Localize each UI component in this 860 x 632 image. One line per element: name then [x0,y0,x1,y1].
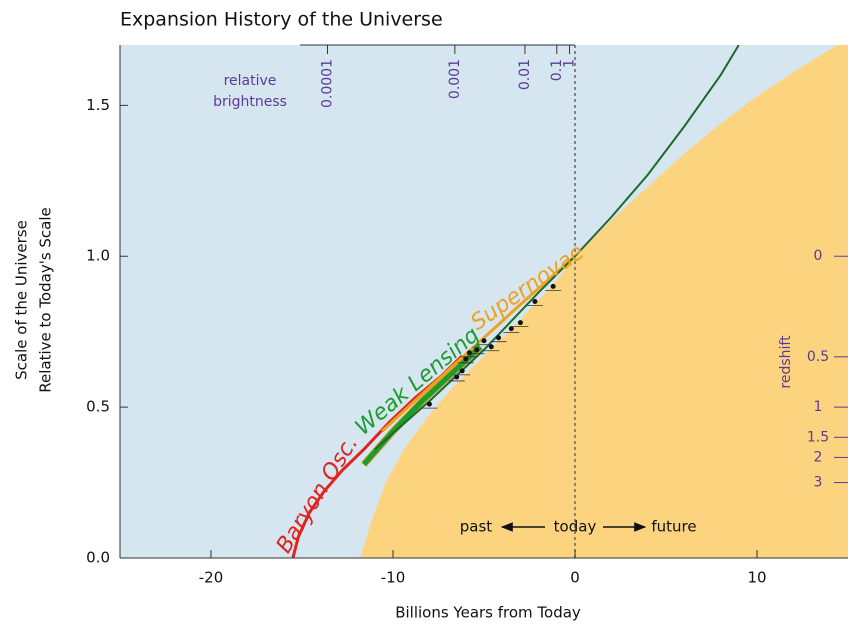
plot [291,45,848,558]
time-label: future [651,518,696,536]
data-point [550,283,556,289]
x-tick-label: -10 [381,569,406,587]
data-point [481,338,487,344]
y-axis-label: Scale of the Universe [13,220,31,380]
y-tick-label: 0.5 [86,398,110,416]
redshift-tick-label: 3 [814,475,823,491]
y-tick-label: 1.0 [86,247,110,265]
x-tick-label: -20 [199,569,224,587]
redshift-tick-label: 0.5 [807,349,829,365]
data-point [454,374,460,380]
brightness-tick-label: 0.0001 [319,59,335,108]
brightness-tick-label: 0.01 [517,59,533,90]
data-point [426,401,432,407]
brightness-tick-label: 0.1 [549,59,565,81]
data-point [463,356,469,362]
data-point [532,299,538,304]
brightness-label: relative [224,73,277,89]
x-tick-label: 10 [747,569,766,587]
y-tick-label: 0.0 [86,549,110,567]
redshift-tick-label: 1 [814,399,823,415]
time-label: today [554,518,597,536]
redshift-label: redshift [778,335,794,389]
data-point [488,344,494,350]
data-point [474,347,480,353]
data-point [517,320,523,326]
brightness-tick-label: 1 [562,59,578,68]
series-line [381,255,576,433]
time-label: past [460,518,493,536]
redshift-tick-label: 2 [814,449,823,465]
y-axis-label: Relative to Today's Scale [37,207,55,393]
brightness-label: brightness [213,94,287,110]
brightness-tick-label: 0.001 [447,59,463,99]
x-axis-label: Billions Years from Today [395,604,581,622]
redshift-tick-label: 1.5 [807,429,829,445]
data-point [459,368,465,374]
y-tick-label: 1.5 [86,96,110,114]
x-tick-label: 0 [570,569,580,587]
chart-title: Expansion History of the Universe [120,9,443,31]
redshift-tick-label: 0 [814,248,823,264]
region [360,45,848,558]
data-point [508,326,514,332]
data-point [496,335,502,341]
